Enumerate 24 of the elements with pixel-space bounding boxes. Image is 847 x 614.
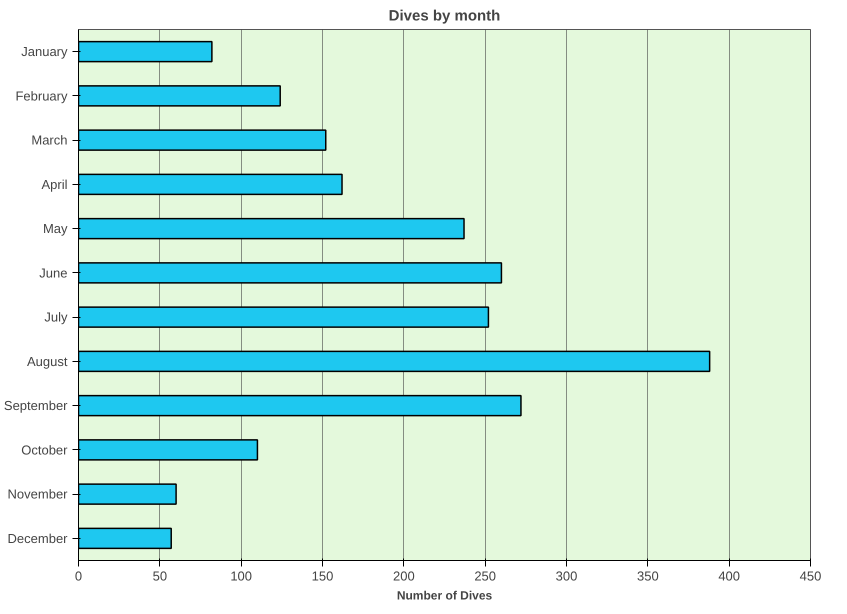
x-tick-label: 200 [392, 568, 415, 584]
y-tick-label: September [4, 398, 68, 414]
y-tick-label: June [39, 265, 68, 280]
x-tick-label: 300 [556, 568, 578, 584]
y-tick-label: October [21, 442, 68, 458]
x-tick-label: 150 [312, 568, 334, 584]
x-tick-label: 400 [718, 568, 740, 584]
x-axis-title: Number of Dives [396, 588, 493, 602]
y-tick-label: April [41, 176, 68, 192]
y-tick-label: August [27, 354, 68, 369]
y-tick-label: December [8, 530, 68, 546]
y-tick-label: March [31, 132, 68, 148]
x-tick-label: 50 [152, 568, 168, 584]
x-tick-label: 250 [474, 568, 496, 584]
x-tick-label: 350 [636, 568, 659, 584]
x-tick-label: 0 [74, 568, 82, 584]
y-tick-label: January [21, 44, 68, 60]
y-tick-label: May [42, 221, 68, 236]
y-tick-label: November [8, 486, 68, 502]
y-tick-label: February [15, 88, 68, 104]
x-tick-label: 450 [800, 568, 822, 584]
chart-title: Dives by month [388, 8, 500, 24]
y-tick-label: July [44, 310, 68, 325]
x-tick-label: 100 [230, 568, 252, 584]
